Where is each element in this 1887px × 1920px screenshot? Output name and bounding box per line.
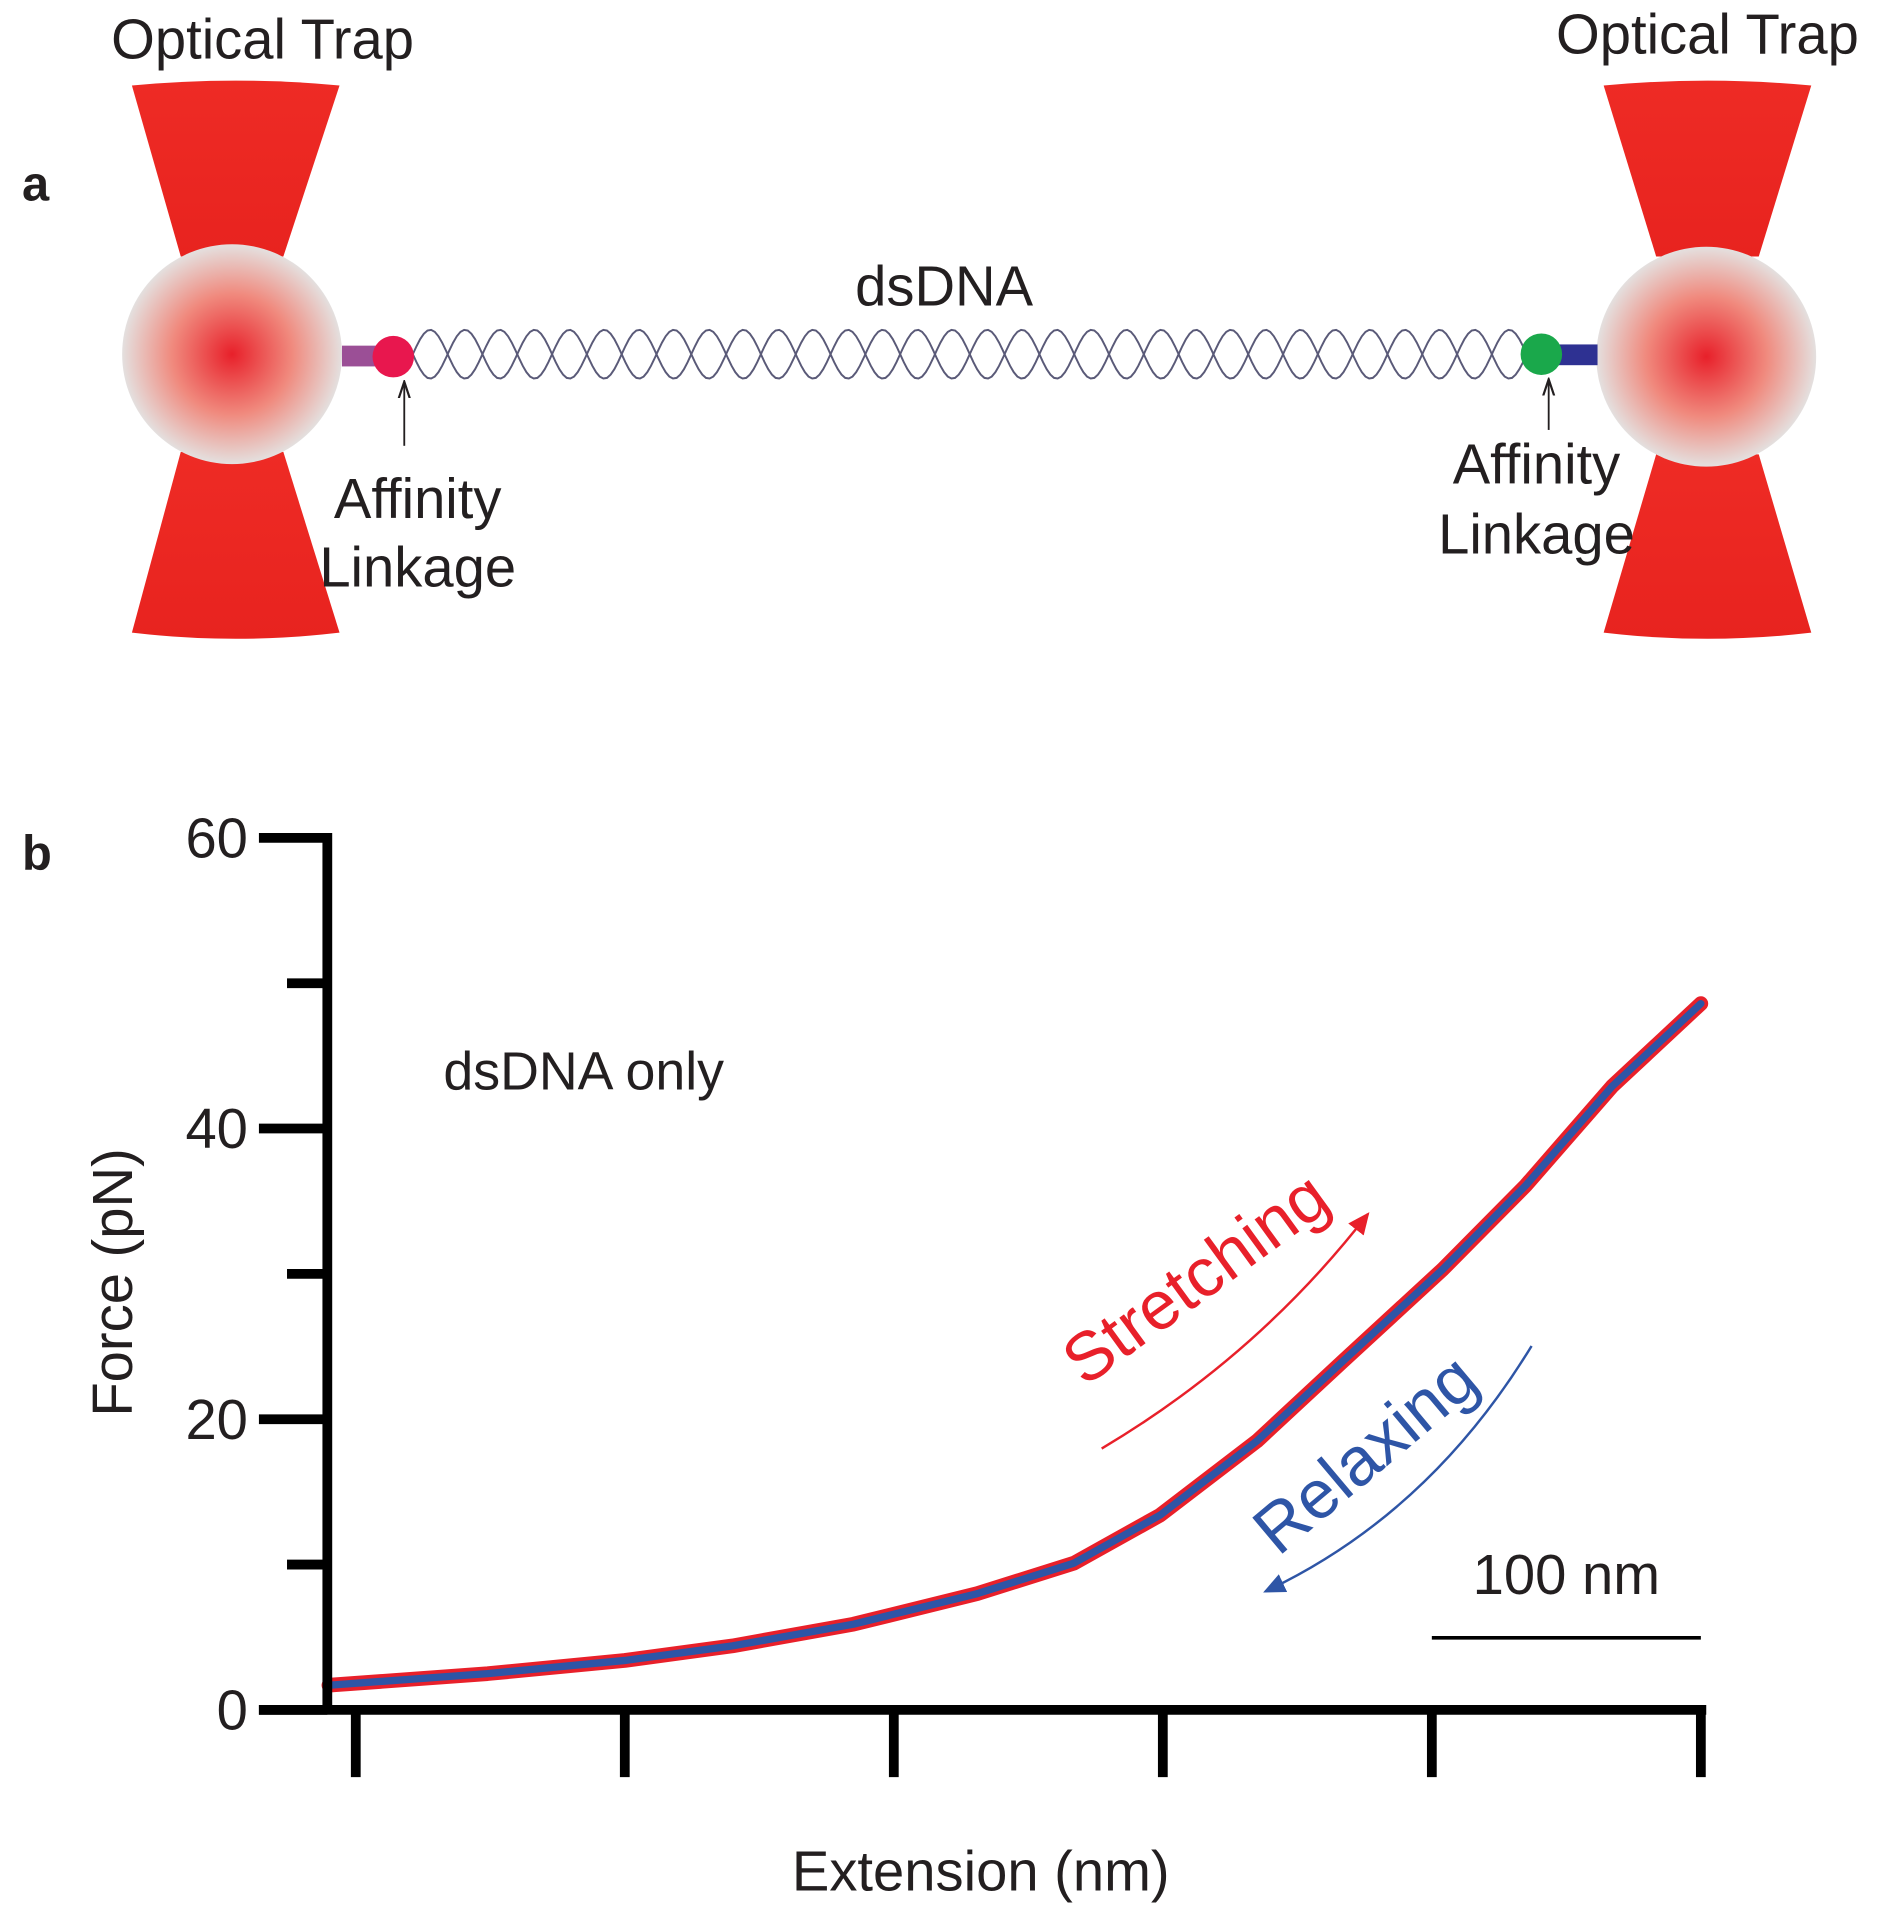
panel-label: a xyxy=(22,157,50,211)
trap-right xyxy=(1596,80,1817,639)
annotation: dsDNA only xyxy=(443,1041,724,1101)
legend-entry: Relaxing xyxy=(1239,1340,1492,1569)
dna-helix xyxy=(411,328,1524,380)
y-tick-label: 40 xyxy=(185,1097,247,1160)
relax-arrow xyxy=(1263,1345,1533,1593)
legend-entry: Stretching xyxy=(1049,1157,1343,1399)
linkage-label: Affinity xyxy=(1453,433,1621,496)
trap-left xyxy=(122,80,342,639)
y-tick-label: 20 xyxy=(185,1388,247,1451)
stretch-arrow xyxy=(1101,1212,1370,1450)
x-axis-label: Extension (nm) xyxy=(792,1840,1170,1903)
trap-label: Optical Trap xyxy=(1556,3,1859,66)
dna-strand xyxy=(411,328,1524,380)
linkage-label: Linkage xyxy=(319,535,516,598)
panel-label: b xyxy=(22,827,52,881)
linker-left xyxy=(341,345,379,367)
linkage-label: Affinity xyxy=(334,467,502,530)
scale-bar-label: 100 nm xyxy=(1473,1543,1660,1606)
trap-label: Optical Trap xyxy=(111,8,414,71)
y-tick-label: 0 xyxy=(217,1678,248,1741)
dna-label: dsDNA xyxy=(855,254,1033,317)
linkage-label: Linkage xyxy=(1438,502,1635,565)
linker-right xyxy=(1557,344,1598,366)
affinity-right xyxy=(1520,333,1563,375)
series-line xyxy=(325,999,1705,1689)
y-axis-label: Force (pN) xyxy=(81,1148,144,1416)
y-tick-label: 60 xyxy=(185,806,247,869)
dna-strand xyxy=(411,328,1524,380)
affinity-left xyxy=(372,335,415,378)
